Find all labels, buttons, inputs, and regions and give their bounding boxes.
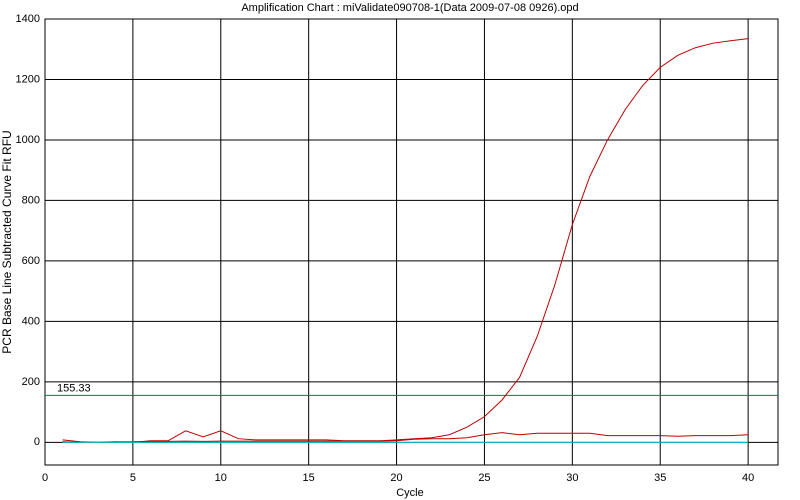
threshold-label: 155.33 bbox=[57, 382, 91, 394]
chart-title: Amplification Chart : miValidate090708-1… bbox=[241, 2, 578, 14]
x-tick-label: 35 bbox=[654, 472, 666, 484]
x-tick-label: 5 bbox=[130, 472, 136, 484]
x-tick-label: 25 bbox=[478, 472, 490, 484]
y-axis-label: PCR Base Line Subtracted Curve Fit RFU bbox=[0, 130, 14, 353]
y-tick-label: 400 bbox=[22, 315, 40, 327]
y-tick-label: 200 bbox=[22, 376, 40, 388]
x-tick-label: 40 bbox=[742, 472, 754, 484]
plot-area bbox=[44, 18, 779, 466]
y-tick-label: 800 bbox=[22, 194, 40, 206]
y-tick-label: 1000 bbox=[16, 134, 40, 146]
x-tick-label: 0 bbox=[42, 472, 48, 484]
x-axis-label: Cycle bbox=[396, 487, 424, 499]
series-line bbox=[62, 38, 749, 443]
series-line bbox=[62, 432, 749, 443]
y-tick-label: 1400 bbox=[16, 13, 40, 25]
x-tick-label: 20 bbox=[390, 472, 402, 484]
y-tick-label: 600 bbox=[22, 255, 40, 267]
y-tick-label: 0 bbox=[34, 436, 40, 448]
x-tick-label: 30 bbox=[566, 472, 578, 484]
x-tick-label: 10 bbox=[215, 472, 227, 484]
y-tick-label: 1200 bbox=[16, 73, 40, 85]
x-tick-label: 15 bbox=[303, 472, 315, 484]
